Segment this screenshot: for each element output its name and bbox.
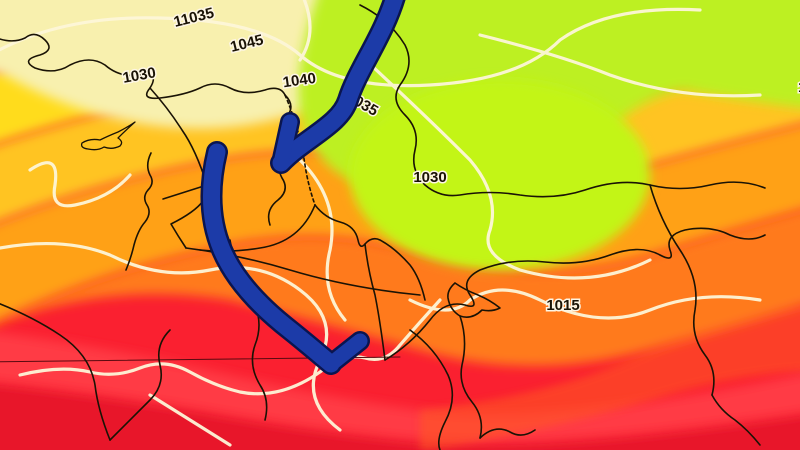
- svg-text:1015: 1015: [546, 297, 579, 314]
- svg-text:1030: 1030: [413, 169, 446, 186]
